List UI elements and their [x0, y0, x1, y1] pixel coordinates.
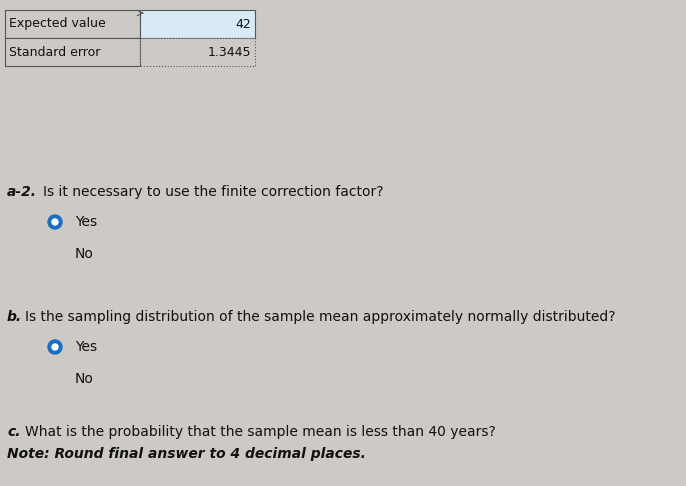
- Text: b.: b.: [7, 310, 22, 324]
- Text: No: No: [75, 372, 94, 386]
- Text: Expected value: Expected value: [9, 17, 106, 31]
- Bar: [5, 10, 140, 38]
- Text: a-2.: a-2.: [7, 185, 37, 199]
- Bar: [140, 38, 255, 66]
- Bar: [140, 10, 255, 38]
- Circle shape: [48, 215, 62, 229]
- Circle shape: [48, 340, 62, 354]
- Text: 42: 42: [235, 17, 251, 31]
- Bar: [5, 38, 140, 66]
- Circle shape: [52, 344, 58, 350]
- Text: c.: c.: [7, 425, 21, 439]
- Text: Yes: Yes: [75, 215, 97, 229]
- Text: Yes: Yes: [75, 340, 97, 354]
- Text: Standard error: Standard error: [9, 46, 100, 58]
- Text: No: No: [75, 247, 94, 261]
- Circle shape: [52, 219, 58, 225]
- Text: Is it necessary to use the finite correction factor?: Is it necessary to use the finite correc…: [43, 185, 383, 199]
- Text: Is the sampling distribution of the sample mean approximately normally distribut: Is the sampling distribution of the samp…: [25, 310, 615, 324]
- Text: 1.3445: 1.3445: [207, 46, 251, 58]
- Text: What is the probability that the sample mean is less than 40 years?: What is the probability that the sample …: [25, 425, 496, 439]
- Text: Note: Round final answer to 4 decimal places.: Note: Round final answer to 4 decimal pl…: [7, 447, 366, 461]
